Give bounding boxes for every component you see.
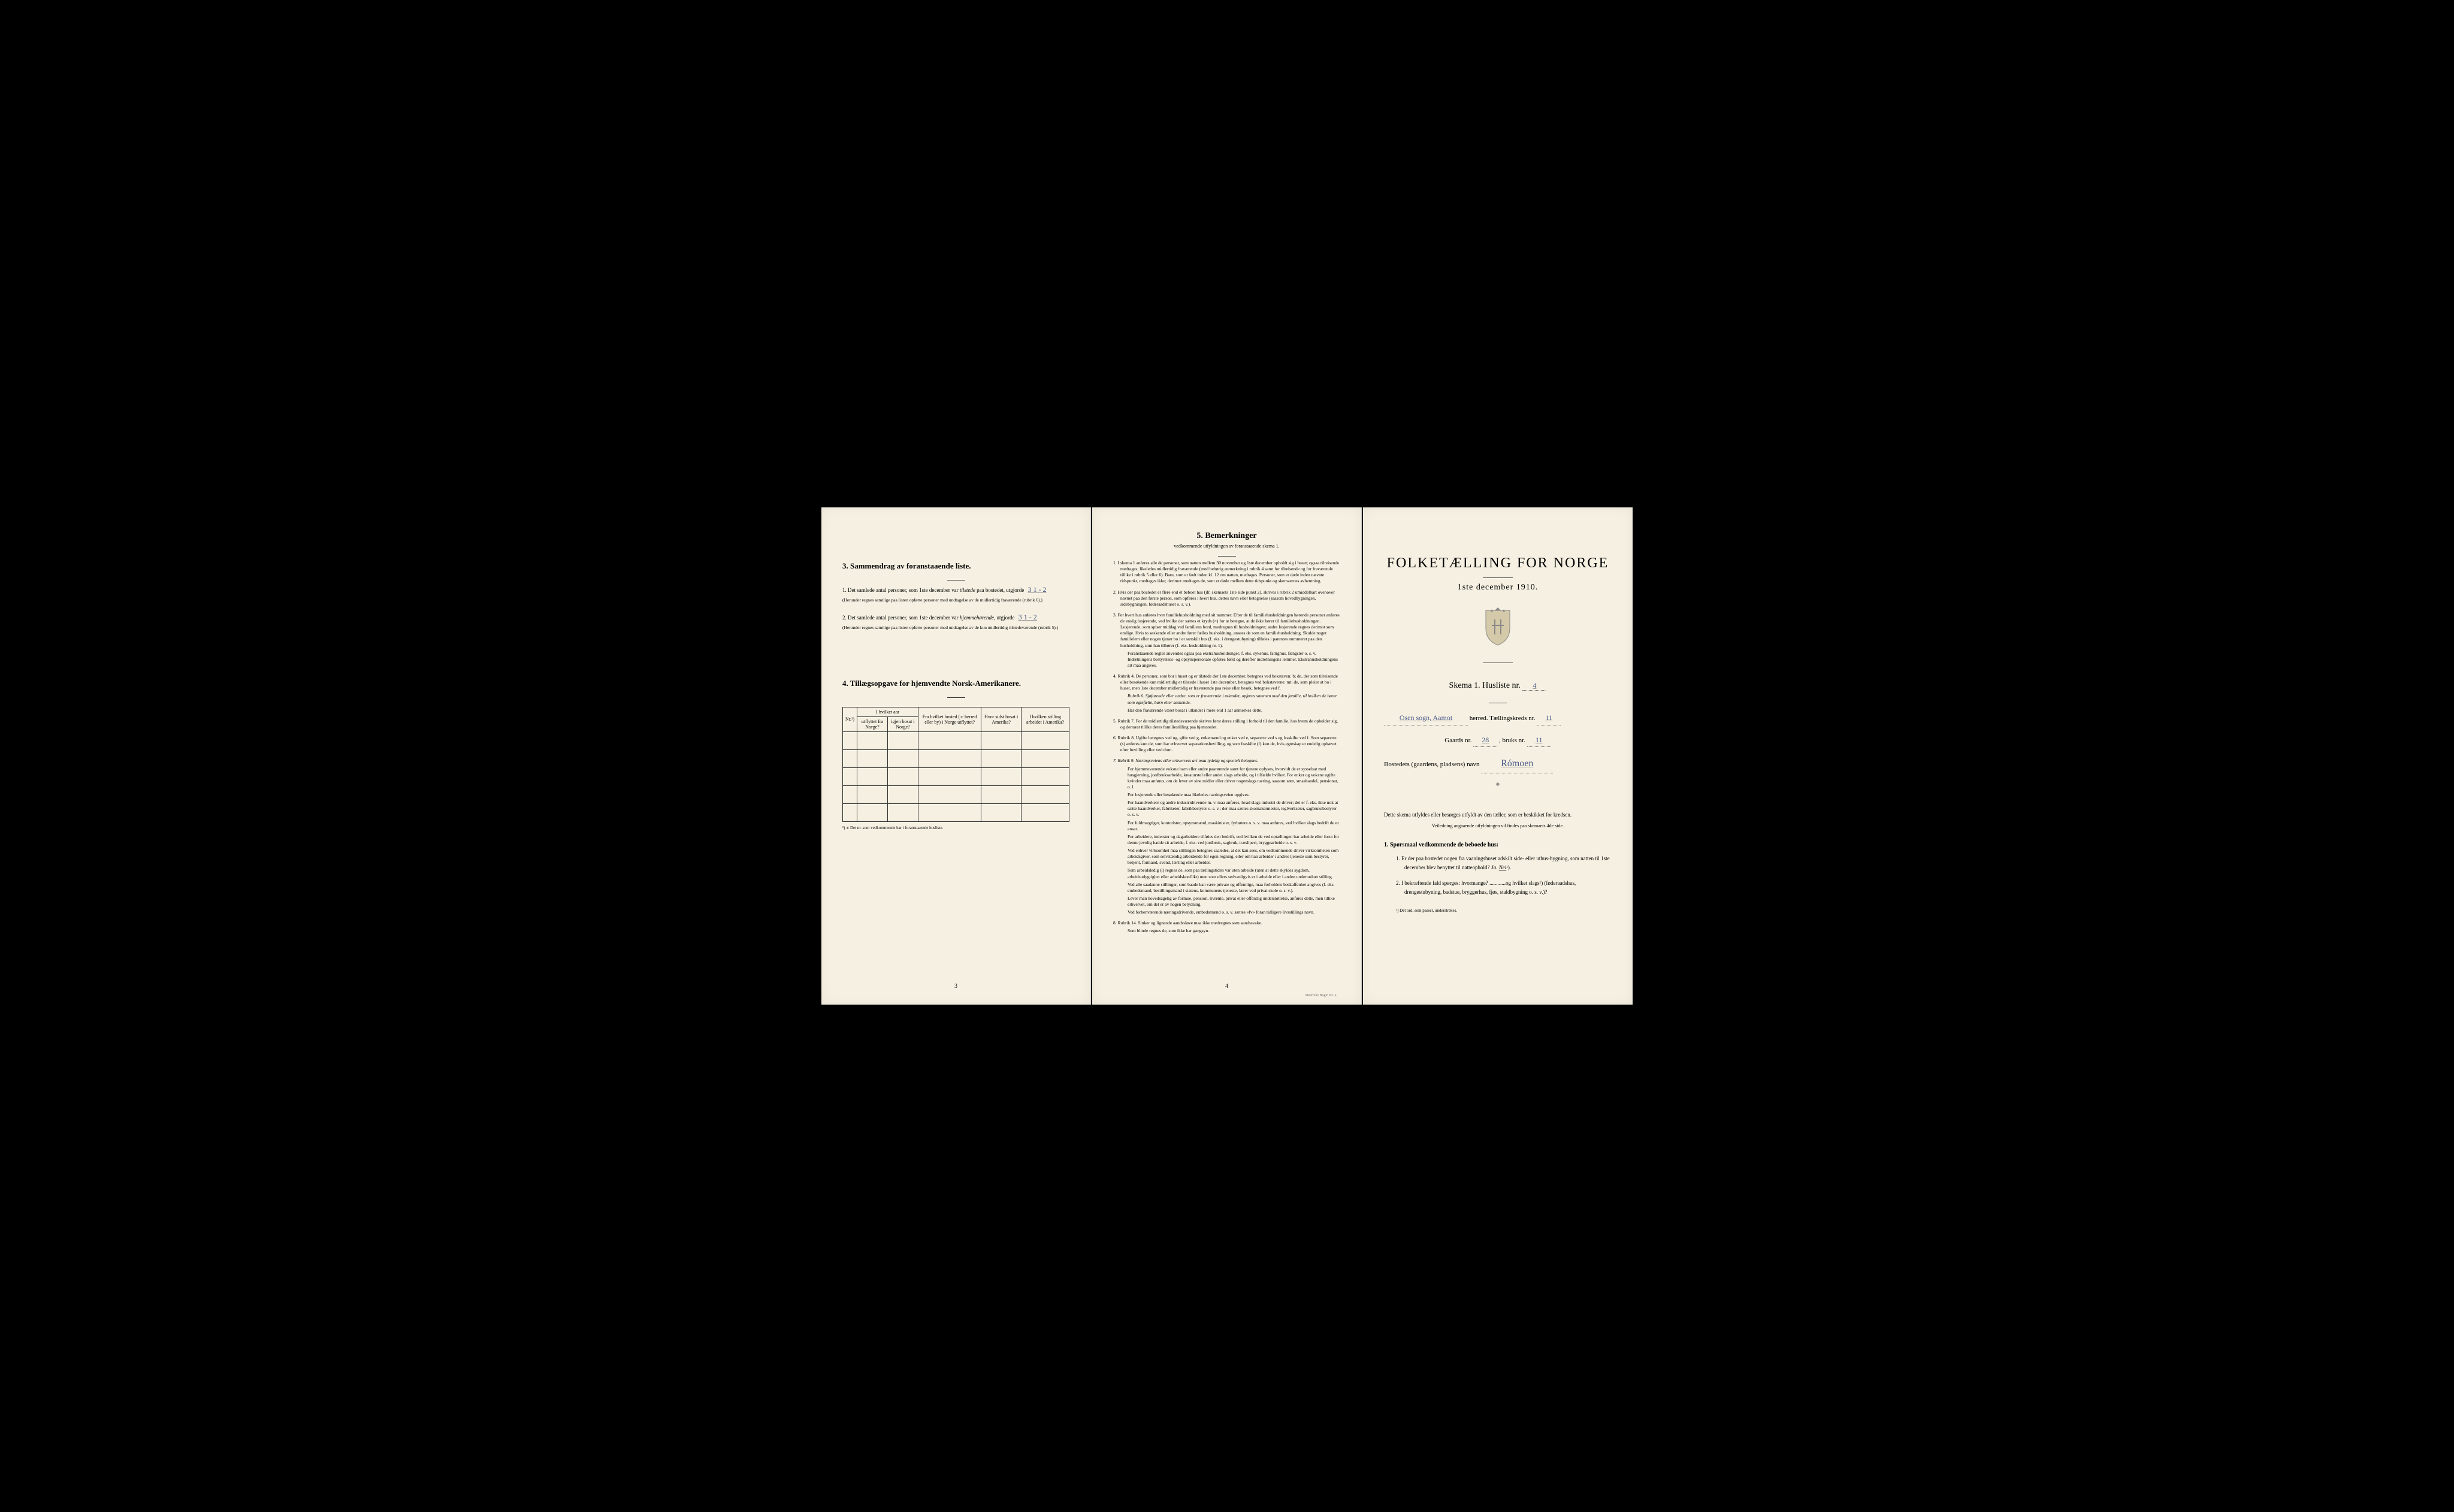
remark-4-suba: Rubrik 6. Sjøfarende eller andre, som er…: [1120, 693, 1340, 705]
table-row: [843, 749, 1069, 767]
remarks-title: 5. Bemerkninger: [1113, 531, 1340, 541]
table-body: [843, 731, 1069, 821]
remark-6: 6. Rubrik 8. Ugifte betegnes ved ug, gif…: [1113, 735, 1340, 753]
husliste-nr: 4: [1522, 681, 1546, 691]
col-igjen: igjen bosat i Norge?: [887, 716, 918, 731]
divider: [1218, 556, 1236, 557]
section-3-title: 3. Sammendrag av foranstaaende liste.: [842, 561, 1069, 571]
page-3: 3. Sammendrag av foranstaaende liste. 1.…: [821, 507, 1091, 1005]
col-stilling: I hvilken stilling arbeidet i Amerika?: [1022, 707, 1069, 731]
sporsmaal-title: 1. Spørsmaal vedkommende de beboede hus:: [1384, 842, 1612, 848]
ornament-icon: ❋: [1384, 782, 1612, 787]
divider: [947, 697, 965, 698]
main-title: FOLKETÆLLING FOR NORGE: [1384, 555, 1612, 571]
remark-4-subb: Har den fraværende været bosat i utlande…: [1120, 707, 1340, 713]
printer-mark: Steen'ske Bogtr. Kr. a.: [1305, 994, 1337, 997]
question-2: 2. I bekræftende fald spørges: hvormange…: [1396, 879, 1612, 896]
footnote: ¹) Det ord, som passer, understrekes.: [1384, 908, 1612, 913]
col-sidst: Hvor sidst bosat i Amerika?: [981, 707, 1022, 731]
summary-item-1: 1. Det samlede antal personer, som 1ste …: [842, 584, 1069, 603]
remarks-list: 1. I skema 1 anføres alle de personer, s…: [1113, 560, 1340, 935]
amerikanere-table: Nr.¹) I hvilket aar Fra hvilket bosted (…: [842, 707, 1069, 822]
col-utflyttet: utflyttet fra Norge?: [857, 716, 888, 731]
page-number: 3: [954, 983, 957, 990]
col-bosted: Fra hvilket bosted (ɔ: herred eller by) …: [918, 707, 981, 731]
divider: [1483, 577, 1513, 578]
table-row: [843, 803, 1069, 821]
hjemme-count: 3 1 - 2: [1016, 613, 1039, 621]
census-document: 3. Sammendrag av foranstaaende liste. 1.…: [821, 507, 1633, 1005]
tilstede-count: 3 1 - 2: [1026, 585, 1049, 594]
remark-1: 1. I skema 1 anføres alle de personer, s…: [1113, 560, 1340, 585]
remark-2: 2. Hvis der paa bostedet er flere end ét…: [1113, 589, 1340, 607]
amerikanere-table-container: Nr.¹) I hvilket aar Fra hvilket bosted (…: [842, 707, 1069, 830]
table-row: [843, 731, 1069, 749]
remark-4: 4. Rubrik 4. De personer, som bor i huse…: [1113, 673, 1340, 713]
herred-line: Osen sogn, Aamot herred. Tællingskreds n…: [1384, 712, 1612, 725]
question-list: 1. Er der paa bostedet nogen fra vaaning…: [1384, 854, 1612, 896]
sogn-name: Osen sogn, Aamot: [1384, 712, 1468, 725]
instructions: Dette skema utfyldes eller besørges utfy…: [1384, 811, 1612, 830]
census-date: 1ste december 1910.: [1384, 583, 1612, 592]
col-nr: Nr.¹): [843, 707, 857, 731]
remark-3: 3. For hvert hus anføres hver familiehus…: [1113, 612, 1340, 669]
remark-8: 8. Rubrik 14. Sinker og lignende aandssl…: [1113, 920, 1340, 934]
kreds-nr: 11: [1537, 712, 1561, 725]
page-4: 5. Bemerkninger vedkommende utfyldningen…: [1092, 507, 1362, 1005]
section-4-title: 4. Tillægsopgave for hjemvendte Norsk-Am…: [842, 679, 1069, 688]
remark-7: 7. Rubrik 9. Næringsveiens eller erhverv…: [1113, 758, 1340, 915]
bosted-line: Bostedets (gaardens, pladsens) navn Rómo…: [1384, 755, 1612, 773]
col-group: I hvilket aar: [857, 707, 918, 716]
summary-item-2: 2. Det samlede antal personer, som 1ste …: [842, 612, 1069, 631]
coat-of-arms-icon: [1384, 604, 1612, 654]
table-row: [843, 785, 1069, 803]
bruks-nr: 11: [1527, 734, 1551, 748]
question-1: 1. Er der paa bostedet nogen fra vaaning…: [1396, 854, 1612, 872]
answer-nei: Nei: [1499, 864, 1507, 870]
table-row: [843, 767, 1069, 785]
remarks-subtitle: vedkommende utfyldningen av foranstaaend…: [1113, 543, 1340, 549]
sporsmaal-section: 1. Spørsmaal vedkommende de beboede hus:…: [1384, 842, 1612, 896]
skema-line: Skema 1. Husliste nr. 4: [1384, 681, 1612, 691]
summary-list: 1. Det samlede antal personer, som 1ste …: [842, 584, 1069, 631]
gaards-nr: 28: [1473, 734, 1497, 748]
gaards-line: Gaards nr. 28 , bruks nr. 11: [1384, 734, 1612, 748]
table-footnote: ¹) ɔ: Det nr. som vedkommende har i fora…: [842, 825, 1069, 830]
remark-3-sub: Foranstaaende regler anvendes ogsaa paa …: [1120, 651, 1340, 669]
remark-5: 5. Rubrik 7. For de midlertidig tilstede…: [1113, 718, 1340, 730]
page-number: 4: [1225, 983, 1228, 990]
page-cover: FOLKETÆLLING FOR NORGE 1ste december 191…: [1363, 507, 1633, 1005]
bosted-name: Rómoen: [1481, 755, 1553, 773]
item2-note: (Herunder regnes samtlige paa listen opf…: [851, 625, 1069, 631]
item1-note: (Herunder regnes samtlige paa listen opf…: [851, 597, 1069, 603]
